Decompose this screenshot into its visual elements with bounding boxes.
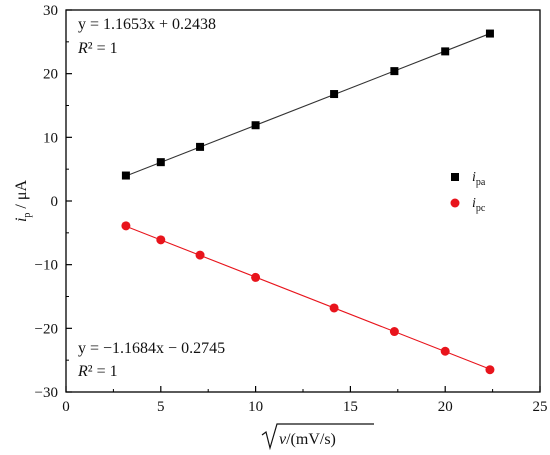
- y-tick-label: 30: [43, 3, 58, 19]
- legend-marker-ipc: [450, 198, 460, 208]
- x-axis-label: ν/(mV/s): [261, 423, 374, 451]
- r-squared-cathodic: R² = 1: [77, 363, 118, 380]
- data-point-ipa: [390, 67, 399, 76]
- r-squared-anodic: R² = 1: [77, 40, 118, 57]
- y-tick-label: −30: [35, 385, 58, 401]
- y-tick-label: −10: [35, 258, 58, 274]
- data-point-ipc: [329, 303, 339, 313]
- x-tick-label: 10: [248, 399, 263, 415]
- y-tick-label: −20: [35, 321, 58, 337]
- data-markers: [121, 29, 495, 375]
- fit-lines: [125, 33, 491, 370]
- y-tick-label: 10: [43, 130, 58, 146]
- fit-equation-cathodic: y = −1.1684x − 0.2745: [78, 340, 225, 357]
- x-tick-label: 0: [62, 399, 70, 415]
- data-point-ipa: [121, 171, 130, 180]
- y-axis-label: ip / μA: [13, 180, 33, 222]
- data-point-ipc: [156, 235, 166, 245]
- data-point-ipa: [156, 158, 165, 167]
- legend: ipa ipc: [450, 170, 486, 214]
- legend-marker-ipa: [451, 173, 459, 181]
- fit-equation-anodic: y = 1.1653x + 0.2438: [78, 16, 216, 33]
- x-tick-label: 5: [157, 399, 165, 415]
- x-tick-label: 25: [533, 399, 548, 415]
- y-tick-label: 20: [43, 67, 58, 83]
- data-point-ipc: [389, 327, 399, 337]
- svg-text:ν/(mV/s): ν/(mV/s): [279, 431, 336, 448]
- data-point-ipc: [195, 250, 205, 260]
- legend-label-ipc: ipc: [472, 196, 486, 214]
- data-point-ipa: [485, 29, 494, 38]
- data-point-ipc: [440, 346, 450, 356]
- data-point-ipa: [196, 142, 205, 151]
- y-tick-label: 0: [51, 194, 59, 210]
- sqrt-symbol: [261, 423, 374, 451]
- data-point-ipc: [485, 365, 495, 375]
- data-point-ipc: [251, 272, 261, 282]
- data-point-ipa: [441, 47, 450, 56]
- plot-frame: [65, 9, 541, 393]
- axis-tick-labels: 0 5 10 15 20 25 −30 −20 −10 0 10 20 30: [35, 3, 548, 415]
- axis-ticks: [65, 9, 541, 393]
- legend-label-ipa: ipa: [472, 170, 486, 188]
- data-point-ipa: [251, 121, 260, 130]
- data-point-ipc: [121, 221, 131, 231]
- x-tick-label: 15: [343, 399, 358, 415]
- x-tick-label: 20: [438, 399, 453, 415]
- data-point-ipa: [330, 90, 339, 99]
- fit-line-ipa: [125, 33, 491, 177]
- fit-line-ipc: [125, 225, 491, 370]
